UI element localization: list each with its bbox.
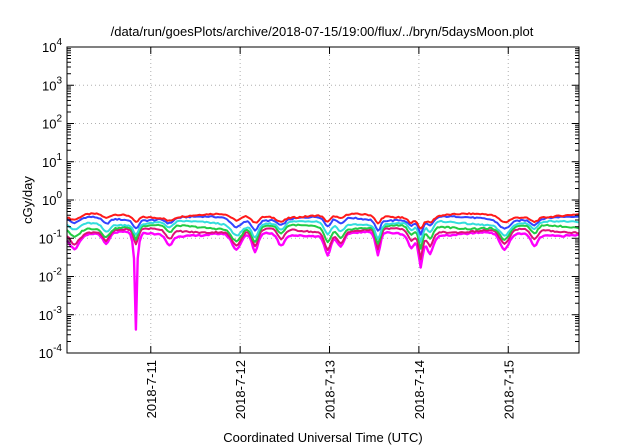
x-tick-label: 2018-7-14 xyxy=(412,360,427,419)
y-tick-label: 10-1 xyxy=(39,228,63,246)
series-line xyxy=(66,215,580,236)
y-tick-label: 103 xyxy=(42,75,62,93)
y-tick-label: 10-3 xyxy=(39,305,63,323)
series-line xyxy=(66,227,580,261)
y-tick-label: 100 xyxy=(42,190,62,208)
y-tick-label: 104 xyxy=(42,37,62,55)
x-axis-title: Coordinated Universal Time (UTC) xyxy=(223,430,422,445)
series-layer xyxy=(66,212,580,331)
chart-title: /data/run/goesPlots/archive/2018-07-15/1… xyxy=(111,24,534,39)
series-line xyxy=(66,230,580,331)
x-tick-label: 2018-7-13 xyxy=(323,360,338,419)
x-tick-label: 2018-7-15 xyxy=(501,360,516,419)
series-line xyxy=(66,219,580,243)
series-line xyxy=(66,212,580,230)
y-tick-label: 101 xyxy=(42,152,62,170)
series-line xyxy=(66,223,580,250)
y-tick-label: 10-4 xyxy=(39,343,63,361)
grid xyxy=(67,47,579,353)
x-tick-label: 2018-7-12 xyxy=(233,360,248,419)
y-tick-label: 102 xyxy=(42,114,62,132)
y-tick-label: 10-2 xyxy=(39,267,63,285)
y-axis-title: cGy/day xyxy=(20,176,35,224)
x-axis: 2018-7-11 2018-7-12 2018-7-13 2018-7-14 2018… xyxy=(144,47,516,419)
x-tick-label: 2018-7-11 xyxy=(144,360,159,418)
y-axis: 10-4 10-3 10-2 10-1 100 101 102 103 104 xyxy=(39,37,579,361)
